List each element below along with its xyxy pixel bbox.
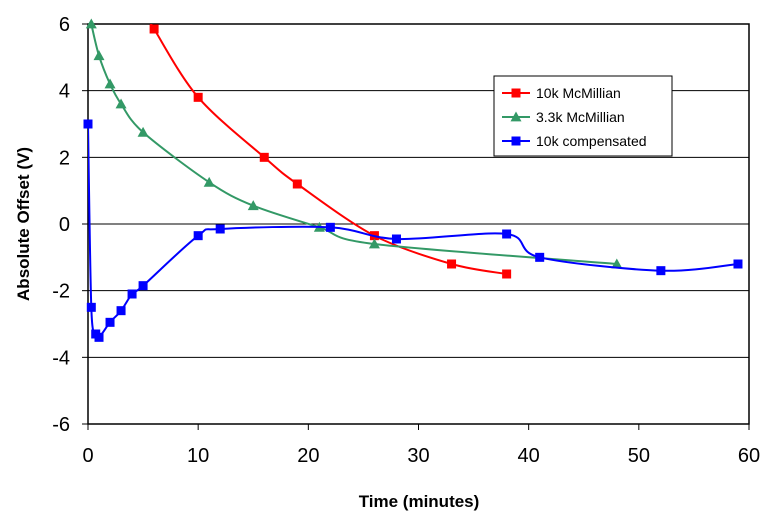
legend-items: 10k McMillian 3.3k McMillian 10k compensat…	[502, 85, 647, 149]
series-0-point-1	[193, 92, 203, 102]
series-0-point-5	[447, 259, 457, 269]
y-tick-label-3: 0	[59, 214, 70, 236]
series-1-point-4	[137, 126, 149, 137]
legend-label-2: 10k compensated	[536, 133, 647, 149]
x-tick-label-6: 60	[738, 445, 760, 467]
legend-label-1: 3.3k McMillian	[536, 109, 625, 125]
legend: 10k McMillian 3.3k McMillian 10k compensat…	[493, 75, 673, 157]
y-tick-label-4: -2	[52, 281, 70, 303]
series-0-point-0	[149, 24, 159, 34]
series-2-point-10	[325, 222, 335, 232]
x-tick-label-0: 0	[82, 445, 93, 467]
x-tick-label-5: 50	[628, 445, 650, 467]
y-tick-label-2: 2	[59, 147, 70, 169]
series-2	[83, 119, 743, 342]
series-1-point-9	[611, 258, 623, 269]
series-2-point-1	[86, 302, 96, 312]
series-2-point-7	[138, 281, 148, 291]
series-1-point-5	[203, 176, 215, 187]
series-2-point-12	[502, 229, 512, 239]
y-tick-label-5: -4	[52, 347, 70, 369]
series-2-point-8	[193, 231, 203, 241]
legend-marker-0	[511, 88, 521, 98]
series-1-point-8	[368, 238, 380, 249]
series-layer	[83, 18, 743, 342]
series-line-0	[149, 24, 507, 275]
series-2-point-9	[215, 224, 225, 234]
x-tick-label-1: 10	[187, 445, 209, 467]
series-1-point-3	[115, 98, 127, 109]
series-2-point-4	[105, 317, 115, 327]
series-2-point-14	[656, 266, 666, 276]
x-tick-label-2: 20	[297, 445, 319, 467]
series-0-point-2	[259, 152, 269, 162]
series-2-point-15	[733, 259, 743, 269]
y-tick-label-6: -6	[52, 414, 70, 436]
legend-marker-2	[511, 136, 521, 146]
y-tick-label-0: 6	[59, 14, 70, 36]
series-2-point-11	[391, 234, 401, 244]
series-0-point-3	[292, 179, 302, 189]
series-1-point-1	[93, 50, 105, 61]
x-tick-label-4: 40	[518, 445, 540, 467]
y-axis-title: Absolute Offset (V)	[14, 147, 33, 301]
series-2-point-0	[83, 119, 93, 129]
series-2-point-5	[116, 306, 126, 316]
legend-marker-1	[510, 111, 522, 122]
series-1-point-6	[247, 200, 259, 211]
series-1-point-0	[85, 18, 97, 29]
series-2-point-13	[535, 252, 545, 262]
x-tick-label-3: 30	[407, 445, 429, 467]
y-tick-label-1: 4	[59, 81, 70, 103]
series-0-point-6	[502, 269, 512, 279]
series-1	[85, 18, 623, 269]
series-2-point-6	[127, 289, 137, 299]
x-axis-title: Time (minutes)	[359, 492, 480, 511]
series-1-point-2	[104, 78, 116, 89]
series-2-point-3	[94, 332, 104, 342]
legend-label-0: 10k McMillian	[536, 85, 621, 101]
